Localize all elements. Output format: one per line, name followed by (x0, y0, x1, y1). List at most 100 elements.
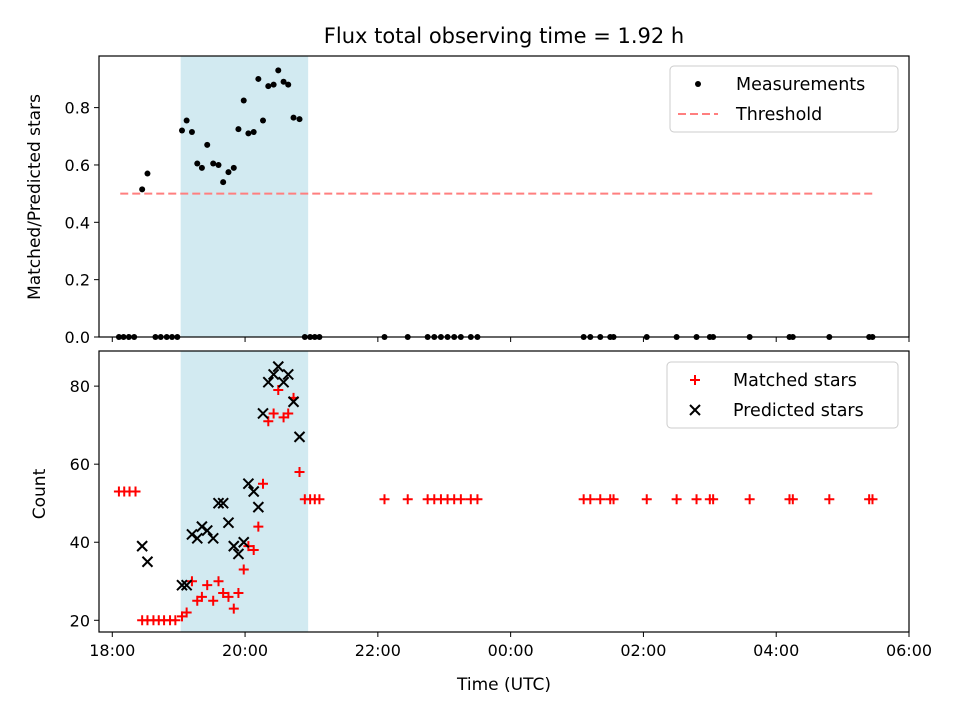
top-legend: Measurements Threshold (669, 65, 899, 133)
legend-label: Predicted stars (733, 401, 864, 421)
matched-star-point (130, 486, 141, 497)
legend-label: Measurements (736, 75, 865, 95)
bottom-y-tick-label: 40 (70, 533, 90, 552)
matched-star-point (213, 576, 224, 587)
legend-predicted-swatch (689, 404, 701, 416)
top-legend-box (669, 65, 899, 133)
legend-label: Threshold (735, 105, 822, 125)
matched-star-point (196, 591, 207, 602)
matched-star-point (294, 466, 305, 477)
matched-star-point (595, 494, 606, 505)
bottom-legend-box (666, 361, 899, 429)
predicted-star-point (136, 540, 148, 552)
matched-star-point (379, 494, 390, 505)
measurement-point (194, 160, 201, 167)
predicted-star-point (201, 524, 213, 537)
bottom-axes-frame (98, 350, 910, 633)
matched-star-point (744, 494, 755, 505)
x-tick-label: 02:00 (620, 641, 666, 660)
top-y-tick-label: 0.6 (65, 156, 90, 175)
measurement-point (198, 164, 205, 171)
measurement-point (178, 127, 185, 134)
bottom-y-axis-label: Count (30, 468, 50, 519)
x-tick-label: 00:00 (488, 641, 534, 660)
measurement-point (285, 81, 292, 88)
matched-star-point (268, 408, 279, 419)
predicted-star-point (228, 540, 240, 552)
measurement-point (139, 186, 146, 193)
matched-star-point (641, 494, 652, 505)
x-tick-label: 22:00 (355, 641, 401, 660)
bottom-legend: Matched stars Predicted stars (666, 361, 899, 429)
measurement-point (235, 126, 242, 133)
measurement-point (230, 164, 237, 171)
chart-title: Flux total observing time = 1.92 h (324, 24, 684, 48)
bottom-y-tick-label: 20 (70, 611, 90, 630)
x-tick-label: 20:00 (222, 641, 268, 660)
bottom-panel: 18:00 20:00 22:00 00:00 02:00 04:00 06:00 20 40 6… (70, 350, 932, 660)
predicted-star-point (176, 579, 188, 591)
predicted-star-point (141, 556, 154, 568)
predicted-star-point (238, 536, 250, 548)
matched-star-point (824, 494, 835, 505)
measurement-point (188, 128, 195, 135)
bottom-shaded-span (180, 351, 309, 632)
matched-star-point (472, 494, 483, 505)
matched-star-point (455, 494, 466, 505)
matched-star-point (787, 494, 798, 505)
matched-star-point (170, 615, 181, 626)
legend-matched-swatch (690, 375, 700, 385)
predicted-star-point (180, 579, 193, 591)
predicted-star-point (191, 532, 203, 545)
measurement-point (265, 83, 272, 90)
predicted-star-point (272, 360, 284, 373)
matched-star-point (708, 494, 719, 505)
matched-star-point (671, 494, 682, 505)
matched-star-point (608, 494, 619, 505)
measurement-point (144, 170, 151, 177)
matched-star-point (248, 545, 259, 556)
matched-star-point (402, 494, 413, 505)
top-y-tick-label: 0.8 (65, 99, 90, 118)
matched-star-point (283, 408, 294, 419)
matched-star-point (208, 595, 219, 606)
top-axes-frame (98, 55, 910, 338)
measurement-point (225, 169, 232, 176)
matched-star-point (228, 603, 239, 614)
predicted-star-point (207, 532, 219, 545)
matched-star-point (691, 494, 702, 505)
measurement-point (290, 114, 297, 121)
matched-star-point (181, 607, 192, 618)
top-y-axis-label: Matched/Predicted stars (25, 94, 45, 300)
predicted-star-point (267, 368, 280, 381)
measurement-point (296, 116, 303, 123)
top-y-tick-label: 0.2 (65, 271, 90, 290)
predicted-star-point (212, 497, 225, 509)
predicted-star-point (287, 396, 300, 408)
predicted-star-point (217, 497, 229, 509)
predicted-star-point (222, 517, 235, 529)
measurement-point (250, 128, 257, 135)
measurement-point (204, 141, 211, 148)
predicted-star-point (282, 368, 294, 381)
matched-star-point (867, 494, 878, 505)
matched-star-point (314, 494, 325, 505)
predicted-star-point (247, 485, 260, 498)
x-tick-label: 06:00 (886, 641, 932, 660)
matched-star-point (585, 494, 596, 505)
measurement-point (240, 97, 247, 104)
matched-star-point (218, 587, 229, 598)
predicted-star-point (257, 407, 269, 420)
top-y-tick-label: 0.0 (65, 328, 90, 347)
measurement-point (220, 179, 227, 186)
x-axis-label: Time (UTC) (456, 675, 551, 695)
x-tick-label: 18:00 (89, 641, 135, 660)
measurement-point (259, 117, 266, 124)
measurement-point (280, 78, 287, 85)
measurement-point (255, 75, 262, 82)
matched-star-point (257, 478, 268, 489)
predicted-star-point (252, 501, 265, 513)
matched-star-point (253, 521, 264, 532)
predicted-star-point (293, 431, 306, 443)
